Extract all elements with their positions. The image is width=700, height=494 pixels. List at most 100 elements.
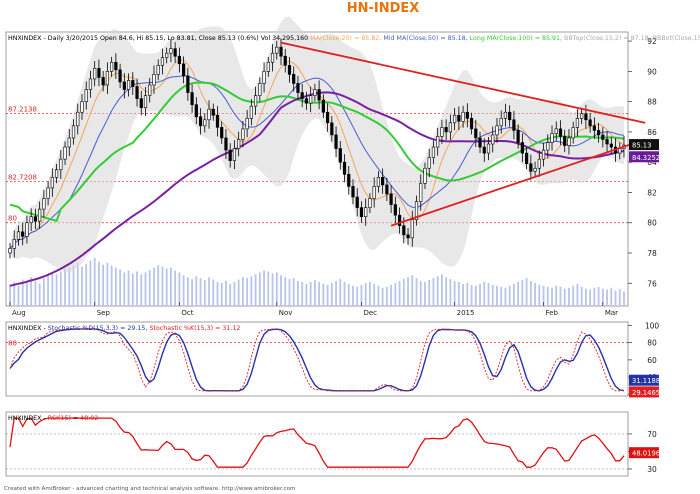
price-bar-body [198,116,203,127]
price-bar-body [325,111,330,124]
volume-bar [381,287,384,306]
price-bar-body [567,137,571,146]
volume-bar [339,279,342,306]
volume-bar [428,280,431,306]
stoch-header-part: HNXINDEX - [8,325,48,332]
price-bar-body [601,134,605,140]
price-bar-body [194,104,198,118]
price-bar-body [135,86,139,99]
rsi-line [9,417,625,468]
footer-text: Created with AmiBroker - advanced charti… [4,486,295,492]
volume-bar [521,280,524,306]
price-bar-body [21,231,25,237]
volume-bar [157,265,160,306]
stoch-header: HNXINDEX - Stochastic %D(15,3,3) = 29.15… [8,325,240,332]
volume-bar [352,285,354,306]
volume-bar [182,275,185,306]
price-bar-body [453,114,457,124]
price-tick-label: 76 [647,279,657,288]
volume-bar [127,270,130,306]
price-bar-body [114,61,118,71]
price-bar-body [304,98,309,104]
price-bar-body [321,99,325,113]
volume-bar [470,284,473,306]
x-tick-label: Oct [181,309,193,317]
volume-bar [76,262,79,306]
price-bar-body [444,127,448,133]
volume-bar [161,266,164,306]
price-bar-body [131,80,135,87]
volume-bar [415,278,418,306]
price-bar-body [88,78,93,90]
trend-line [390,138,646,227]
price-bar-body [503,111,508,119]
price-bar-body [296,83,300,93]
volume-bar [356,286,359,306]
price-bar-body [110,61,114,72]
price-bar-body [182,63,186,77]
volume-bar [610,287,613,306]
volume-bar [517,282,520,306]
price-tick-label: 92 [647,37,657,46]
price-bar-body [54,169,59,178]
volume-bar [199,278,202,306]
price-bar-body [46,187,50,199]
price-bar-body [152,74,156,86]
bollinger-band [10,16,624,274]
volume-bar [614,290,617,306]
price-bar-body [237,139,241,149]
volume-bar [462,283,464,306]
trend-line [280,41,646,124]
price-bar-body [300,92,304,99]
volume-bar [263,270,265,306]
stoch-last-label: 29.1465 [632,389,660,397]
price-bar-body [520,142,524,154]
price-bar-body [558,128,563,137]
volume-bar [292,278,295,306]
volume-bar [271,273,274,306]
volume-bar [369,282,371,306]
price-bar-body [270,52,275,63]
price-bar-body [529,163,533,172]
price-bar-body [101,77,105,86]
volume-bar [597,286,600,306]
volume-bar [525,278,528,306]
price-bar-body [541,149,546,160]
price-bar-body [156,65,160,75]
price-bar-body [410,219,414,239]
volume-bar [513,283,515,306]
price-bar-body [67,137,71,148]
price-bar-body [525,152,529,165]
volume-bar [250,276,253,306]
stoch-d-line [9,328,625,392]
volume-bar [623,291,625,306]
price-bar-body [550,133,554,143]
price-bar-body [148,84,152,96]
chart-title: HN-INDEX [347,1,420,16]
price-bar-body [313,89,317,96]
price-bar-body [359,207,364,217]
volume-bar [30,277,33,306]
volume-bar [258,272,261,306]
price-bar-body [287,65,292,75]
volume-bar [140,274,143,306]
price-bar-body [381,177,385,186]
price-header-part: Long MA(Close,100) = 85.91, [470,35,564,42]
volume-bar [318,282,321,306]
price-bar-body [478,137,482,148]
volume-bar [136,271,138,306]
price-bar-body [554,128,558,134]
price-bar-body [190,92,194,105]
price-bar-body [330,122,334,136]
price-bar-body [372,186,376,199]
price-bar-body [8,248,12,254]
price-bar-body [512,119,516,131]
price-bar-body [241,128,245,140]
price-bar-body [596,130,601,136]
volume-bar [55,274,58,306]
volume-bar [500,286,503,306]
volume-bar [555,285,558,306]
price-bar-body [448,122,452,133]
